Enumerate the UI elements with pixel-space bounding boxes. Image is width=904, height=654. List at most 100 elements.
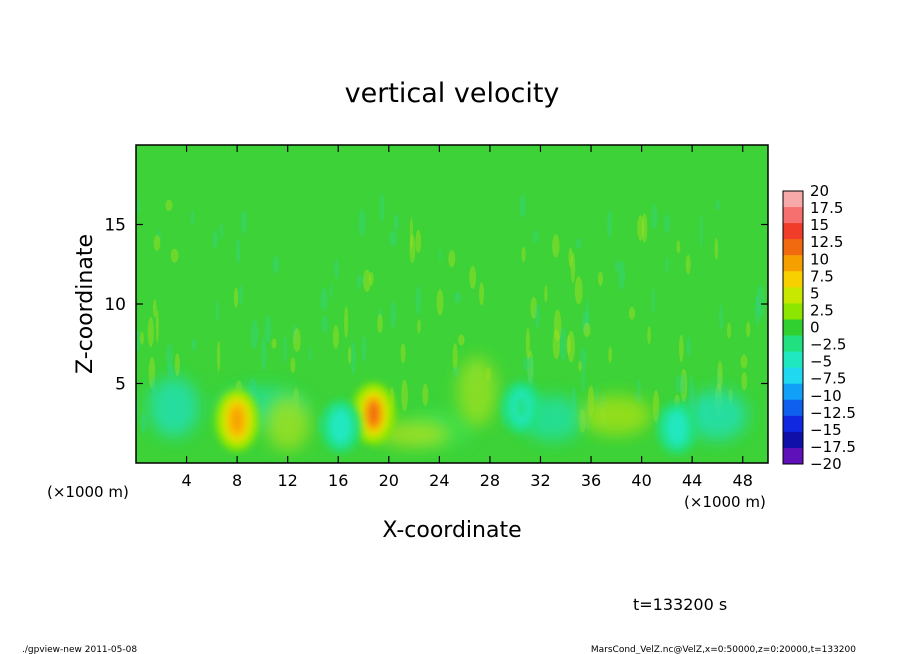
colorbar-label: −10 — [810, 387, 842, 405]
x-tick-label: 20 — [379, 471, 399, 490]
colorbar-swatch — [783, 239, 803, 256]
field-texture-streak — [377, 313, 383, 334]
y-axis: 5 10 15 — [104, 216, 768, 395]
field-texture-streak — [715, 200, 721, 211]
field-texture-streak — [479, 282, 485, 306]
field-texture-streak — [438, 248, 442, 262]
field-texture-streak — [519, 194, 527, 219]
field-texture-streak — [436, 288, 444, 316]
field-texture-streak — [575, 238, 582, 249]
field-texture-streak — [283, 335, 287, 365]
field-texture-streak — [140, 413, 147, 434]
field-texture-streak — [290, 357, 296, 373]
field-texture-streak — [368, 271, 374, 286]
field-texture-streak — [235, 238, 241, 264]
field-texture-streak — [212, 229, 219, 249]
field-texture-streak — [552, 329, 561, 360]
plot-area — [136, 145, 768, 463]
field-texture-streak — [155, 309, 159, 343]
field-texture-streak — [718, 304, 723, 330]
field-texture-streak — [652, 389, 660, 423]
field-texture-streak — [552, 234, 560, 258]
colorbar-label: 15 — [810, 216, 829, 234]
x-tick-label: 28 — [480, 471, 500, 490]
field-texture-streak — [233, 287, 239, 308]
field-texture-streak — [527, 350, 534, 384]
field-wave-band — [148, 377, 199, 438]
field-texture-streak — [152, 299, 157, 318]
field-texture-streak — [458, 334, 465, 346]
colorbar-swatch — [783, 447, 803, 465]
field-texture-streak — [574, 276, 583, 305]
field-texture-streak — [174, 353, 180, 377]
field-texture-streak — [699, 215, 703, 247]
x-tick-label: 24 — [429, 471, 449, 490]
colorbar-swatch — [783, 255, 803, 272]
feature-contour — [231, 406, 244, 435]
colorbar-swatch — [783, 383, 803, 401]
field-texture-streak — [636, 379, 641, 395]
x-unit-left: (×1000 m) — [47, 483, 129, 501]
field-texture-streak — [614, 259, 620, 272]
chart-title: vertical velocity — [345, 78, 560, 109]
field-texture-streak — [581, 311, 590, 335]
field-texture-streak — [641, 213, 648, 243]
field-texture-streak — [261, 336, 267, 371]
field-texture-streak — [525, 327, 530, 360]
field-texture-streak — [409, 217, 413, 250]
field-texture-streak — [607, 210, 613, 239]
field-texture-streak — [534, 303, 540, 329]
field-texture-streak — [544, 285, 548, 303]
x-tick-label: 36 — [581, 471, 601, 490]
colorbar-swatch — [783, 399, 803, 417]
field-texture-streak — [746, 321, 751, 338]
field-texture-streak — [617, 260, 626, 290]
feature-contour — [367, 399, 380, 428]
field-texture-streak — [647, 326, 651, 345]
field-texture-streak — [583, 322, 591, 338]
field-texture-streak — [717, 360, 723, 392]
colorbar-swatch — [783, 207, 803, 224]
field-texture-streak — [559, 326, 567, 361]
colorbar-label: 5 — [810, 284, 820, 302]
field-texture-streak — [532, 230, 539, 244]
field-texture-streak — [344, 306, 349, 338]
field-texture-streak — [664, 213, 671, 234]
colorbar-label: −7.5 — [810, 370, 846, 388]
colorbar-label: 2.5 — [810, 301, 834, 319]
feature-contour — [335, 415, 346, 438]
footer-right: MarsCond_VelZ.nc@VelZ,x=0:50000,z=0:2000… — [591, 645, 856, 654]
field-wave-band — [379, 421, 450, 447]
colorbar-swatch — [783, 319, 803, 337]
x-tick-label: 44 — [682, 471, 702, 490]
field-texture — [136, 193, 765, 451]
colorbar-swatch — [783, 367, 803, 385]
field-texture-streak — [136, 198, 141, 215]
colorbar-label: −17.5 — [810, 438, 856, 456]
field-texture-streak — [527, 355, 535, 388]
y-tick-label: 10 — [104, 295, 126, 315]
field-texture-streak — [334, 258, 340, 279]
colorbar-label: 12.5 — [810, 233, 843, 251]
field-texture-streak — [320, 287, 328, 311]
field-texture-streak — [637, 215, 645, 241]
colorbar-swatch — [783, 351, 803, 369]
y-tick-label: 15 — [104, 216, 126, 236]
field-texture-streak — [523, 356, 531, 371]
field-texture-streak — [754, 294, 761, 325]
field-texture-streak — [190, 210, 195, 226]
time-label: t=133200 s — [633, 595, 727, 614]
colorbar-swatch — [783, 415, 803, 433]
x-axis-label: X-coordinate — [382, 518, 521, 543]
field-texture-streak — [362, 335, 367, 363]
y-tick-label: 5 — [115, 375, 126, 395]
colorbar-label: −12.5 — [810, 404, 856, 422]
colorbar-swatch — [783, 335, 803, 353]
colorbar-label: 0 — [810, 319, 820, 337]
field-texture-streak — [271, 338, 277, 349]
field-texture-streak — [756, 284, 765, 319]
field-wave-band — [581, 395, 652, 436]
colorbar-label: −2.5 — [810, 336, 846, 354]
y-axis-label: Z-coordinate — [73, 234, 98, 374]
colorbar-label: −5 — [810, 353, 832, 371]
